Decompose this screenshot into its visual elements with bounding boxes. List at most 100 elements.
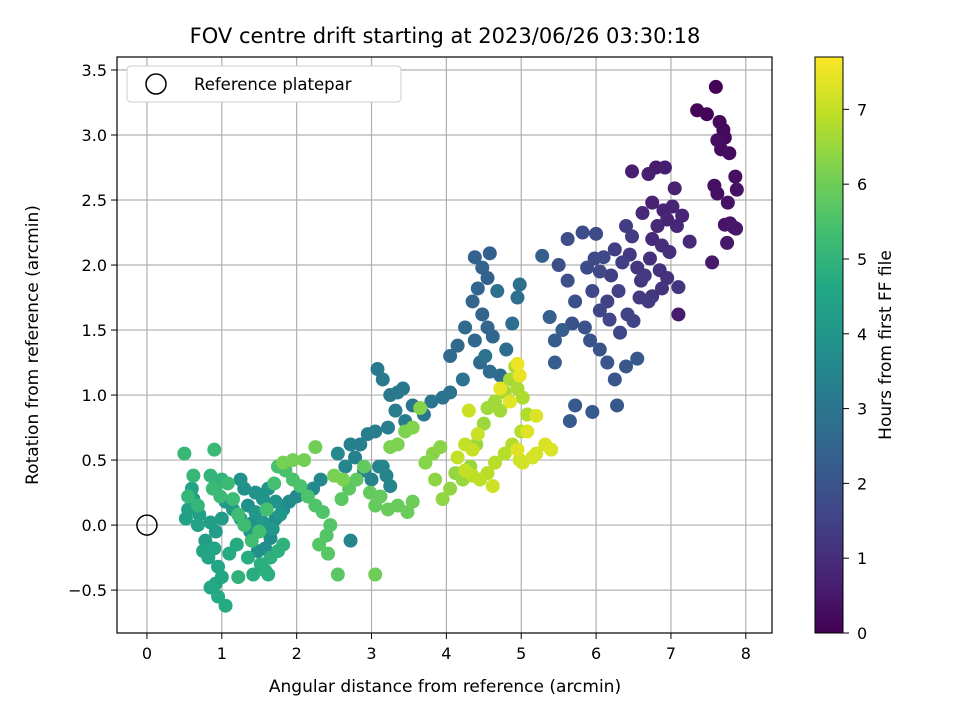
colorbar-tick-label: 7	[857, 100, 867, 119]
data-point	[405, 420, 420, 435]
data-point	[490, 284, 505, 299]
data-point	[233, 472, 248, 487]
data-point	[505, 316, 520, 331]
data-point	[485, 479, 500, 494]
data-point	[708, 79, 723, 94]
data-point	[252, 524, 267, 539]
legend-marker-icon	[145, 73, 167, 95]
data-point	[186, 468, 201, 483]
data-point	[499, 342, 514, 357]
data-point	[261, 567, 276, 582]
data-point	[458, 320, 473, 335]
data-point	[705, 255, 720, 270]
data-point	[607, 242, 622, 257]
data-point	[562, 414, 577, 429]
data-point	[231, 507, 246, 522]
legend-entry-reference: Reference platepar	[194, 75, 352, 94]
data-point	[388, 403, 403, 418]
data-point	[626, 313, 641, 328]
data-point	[529, 408, 544, 423]
data-point	[308, 440, 323, 455]
data-point	[585, 404, 600, 419]
data-point	[604, 268, 619, 283]
data-point	[710, 133, 725, 148]
data-point	[334, 492, 349, 507]
colorbar-tick-label: 6	[857, 175, 867, 194]
colorbar-tick-label: 1	[857, 549, 867, 568]
x-tick-label: 7	[666, 644, 676, 663]
data-point	[641, 167, 656, 182]
colorbar-ticks: 0 1 2 3 4 5 6 7	[843, 100, 867, 643]
data-point	[383, 479, 398, 494]
data-point	[641, 294, 656, 309]
data-point	[568, 398, 583, 413]
data-point	[493, 403, 508, 418]
data-point	[635, 206, 650, 221]
x-tick-label: 2	[292, 644, 302, 663]
data-point	[433, 440, 448, 455]
data-point	[203, 468, 218, 483]
data-point	[177, 446, 192, 461]
data-point	[343, 437, 358, 452]
data-point	[343, 533, 358, 548]
reference-platepar-marker	[136, 514, 158, 536]
data-point	[368, 567, 383, 582]
data-point	[503, 394, 517, 409]
data-point	[246, 567, 261, 582]
data-point	[231, 570, 246, 585]
data-point	[297, 453, 312, 468]
data-point	[190, 518, 205, 533]
data-point	[373, 489, 388, 504]
colorbar-tick-label: 5	[857, 250, 867, 269]
data-point	[380, 420, 395, 435]
data-point	[602, 312, 617, 327]
data-point	[580, 260, 595, 275]
data-point	[510, 442, 525, 457]
data-point	[241, 550, 255, 565]
data-point	[405, 494, 420, 509]
data-point	[529, 446, 544, 461]
data-point	[542, 310, 557, 325]
colorbar-tick-label: 3	[857, 400, 867, 419]
data-point	[720, 235, 735, 250]
data-point	[364, 472, 379, 487]
data-point	[512, 368, 527, 383]
data-point	[450, 450, 465, 465]
data-point	[424, 394, 439, 409]
data-point	[467, 250, 482, 265]
data-point	[465, 442, 480, 457]
data-point	[671, 307, 686, 322]
data-point	[520, 424, 535, 439]
data-point	[207, 442, 222, 457]
colorbar-tick-label: 2	[857, 474, 867, 493]
colorbar-gradient	[814, 56, 844, 634]
data-point	[669, 219, 684, 234]
x-axis-label: Angular distance from reference (arcmin)	[269, 677, 621, 697]
data-point	[360, 427, 375, 442]
data-point	[515, 390, 530, 405]
y-tick-label: 0.0	[82, 516, 107, 535]
data-point	[475, 260, 490, 275]
x-tick-label: 3	[366, 644, 376, 663]
data-point	[535, 248, 550, 263]
data-point	[461, 403, 476, 418]
data-point	[273, 507, 288, 522]
y-tick-label: −0.5	[68, 581, 107, 600]
data-point	[330, 446, 345, 461]
data-point	[476, 416, 491, 431]
data-point	[555, 323, 570, 338]
data-point	[455, 372, 470, 387]
data-point	[592, 342, 607, 357]
data-point	[349, 472, 364, 487]
data-point	[682, 234, 697, 249]
data-point	[547, 355, 562, 370]
x-tick-label: 1	[217, 644, 227, 663]
colorbar-tick-label: 4	[857, 325, 867, 344]
data-point	[482, 246, 497, 261]
data-point	[207, 541, 222, 556]
data-point	[589, 226, 604, 241]
data-point	[336, 472, 351, 487]
data-point	[458, 463, 473, 478]
data-point	[510, 290, 525, 305]
x-axis-ticks: 0 1 2 3 4 5 6 7 8	[142, 633, 751, 663]
